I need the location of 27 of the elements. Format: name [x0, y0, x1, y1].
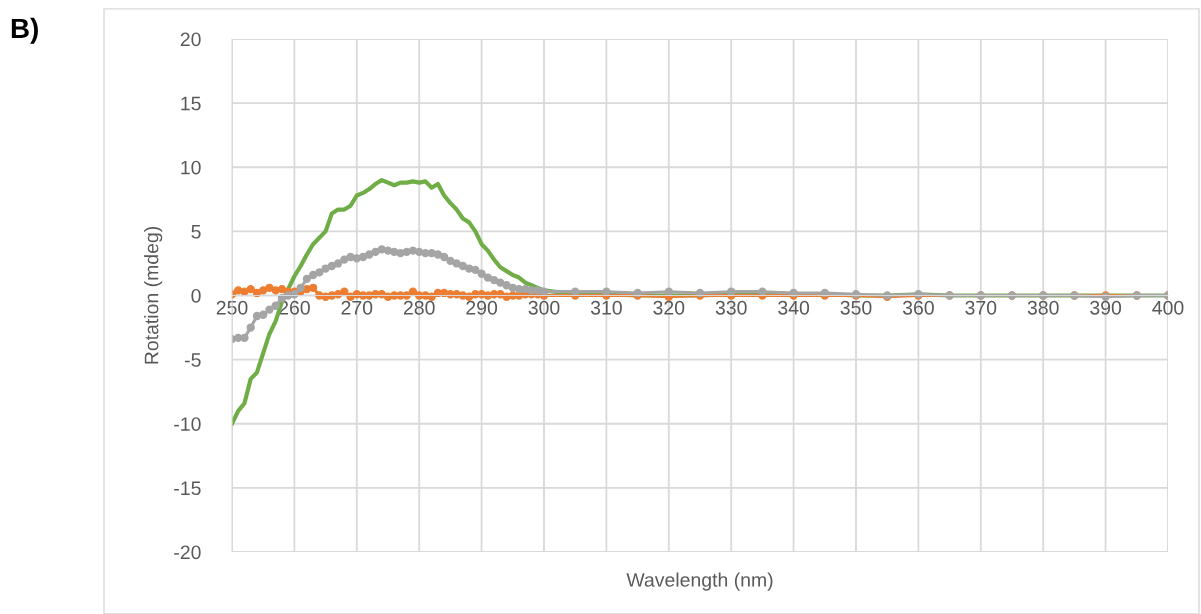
- x-tick-label: 250: [216, 300, 248, 315]
- x-tick-label: 340: [778, 300, 810, 315]
- x-tick-label: 290: [466, 300, 498, 315]
- y-tick-label: -10: [174, 417, 201, 431]
- text: B): [11, 17, 38, 44]
- y-tick-label: 20: [180, 32, 201, 47]
- x-tick-label: 320: [653, 300, 685, 315]
- y-tick-label: -20: [174, 545, 201, 560]
- x-tick-label: 360: [902, 300, 934, 315]
- x-tick-label: 400: [1152, 300, 1184, 315]
- y-tick-label: -15: [174, 481, 201, 496]
- y-tick-label: 10: [181, 160, 201, 175]
- x-tick-label: 350: [840, 300, 872, 315]
- y-axis-title: Rotation (mdeg): [144, 226, 163, 364]
- x-tick-label: 280: [403, 300, 435, 315]
- x-tick-label: 370: [965, 300, 997, 315]
- x-tick-label: 270: [341, 300, 373, 315]
- y-tick-label: -5: [185, 353, 201, 367]
- x-tick-label: 300: [528, 300, 560, 315]
- y-tick-label: 5: [191, 225, 201, 239]
- x-tick-label: 330: [715, 300, 747, 315]
- x-tick-label: 390: [1090, 300, 1122, 315]
- y-tick-label: 15: [181, 96, 201, 111]
- x-axis-title: Wavelength (nm): [626, 572, 773, 591]
- y-tick-label: 0: [191, 288, 201, 303]
- x-tick-label: 380: [1027, 300, 1059, 315]
- x-tick-label: 310: [590, 300, 622, 315]
